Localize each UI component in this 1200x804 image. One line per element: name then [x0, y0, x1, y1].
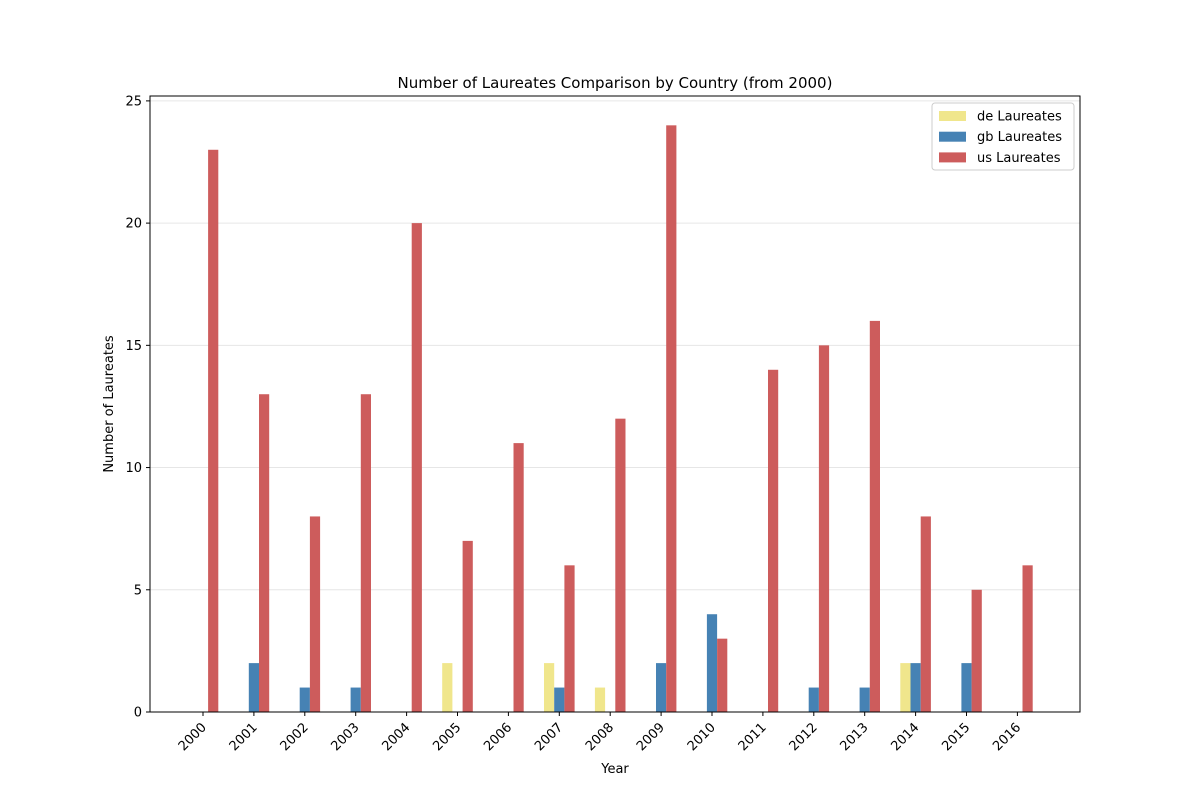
bar-gb-2002 — [299, 687, 310, 712]
bar-us-2002 — [309, 516, 321, 712]
y-tick-label: 0 — [134, 706, 142, 721]
bar-gb-2009 — [656, 663, 667, 712]
plot-frame — [149, 95, 1081, 713]
chart-title: Number of Laureates Comparison by Countr… — [398, 74, 833, 92]
bar-gb-2012 — [808, 687, 819, 712]
legend-label: de Laureates — [977, 110, 1062, 125]
bar-us-2008 — [615, 418, 626, 712]
legend-label: gb Laureates — [977, 130, 1062, 145]
bar-de-2007 — [544, 663, 555, 712]
bar-us-2015 — [971, 589, 982, 712]
bar-gb-2007 — [554, 687, 565, 712]
bar-de-2005 — [442, 663, 453, 712]
bar-us-2005 — [462, 540, 473, 712]
bar-us-2006 — [513, 443, 524, 712]
x-axis-label: Year — [600, 762, 629, 777]
bar-us-2004 — [411, 223, 422, 712]
bar-us-2003 — [360, 394, 371, 712]
bar-gb-2015 — [961, 663, 972, 712]
bar-us-2009 — [666, 125, 677, 713]
y-tick-label: 20 — [125, 217, 142, 232]
legend-swatch — [939, 131, 966, 142]
bar-gb-2001 — [248, 663, 259, 712]
y-axis: 0 5 10 15 20 25 — [125, 94, 150, 721]
legend: de Laureates gb Laureates us Laureates — [931, 102, 1075, 171]
bar-us-2010 — [717, 638, 728, 712]
y-tick-label: 10 — [125, 461, 142, 476]
y-tick-label: 5 — [134, 583, 142, 598]
bar-us-2013 — [869, 320, 880, 712]
bar-gb-2003 — [350, 687, 361, 712]
bar-us-2012 — [818, 345, 830, 712]
bar-us-2014 — [920, 516, 931, 712]
legend-box — [931, 102, 1075, 171]
y-tick-label: 25 — [125, 94, 142, 109]
bar-de-2014 — [900, 663, 911, 712]
bar-us-2011 — [768, 369, 779, 712]
legend-swatch — [939, 111, 966, 121]
y-axis-label: Number of Laureates — [102, 335, 117, 473]
bar-gb-2010 — [706, 614, 718, 712]
bar-us-2007 — [564, 565, 575, 712]
y-tick-label: 15 — [125, 339, 142, 354]
legend-swatch — [939, 152, 966, 163]
bar-us-2016 — [1022, 565, 1033, 712]
bar-gb-2013 — [859, 687, 870, 712]
bar-gb-2014 — [910, 663, 921, 712]
bar-us-2000 — [208, 149, 219, 712]
bars — [208, 125, 1033, 713]
bar-de-2008 — [594, 687, 606, 712]
legend-label: us Laureates — [977, 151, 1061, 166]
bar-us-2001 — [259, 394, 270, 712]
